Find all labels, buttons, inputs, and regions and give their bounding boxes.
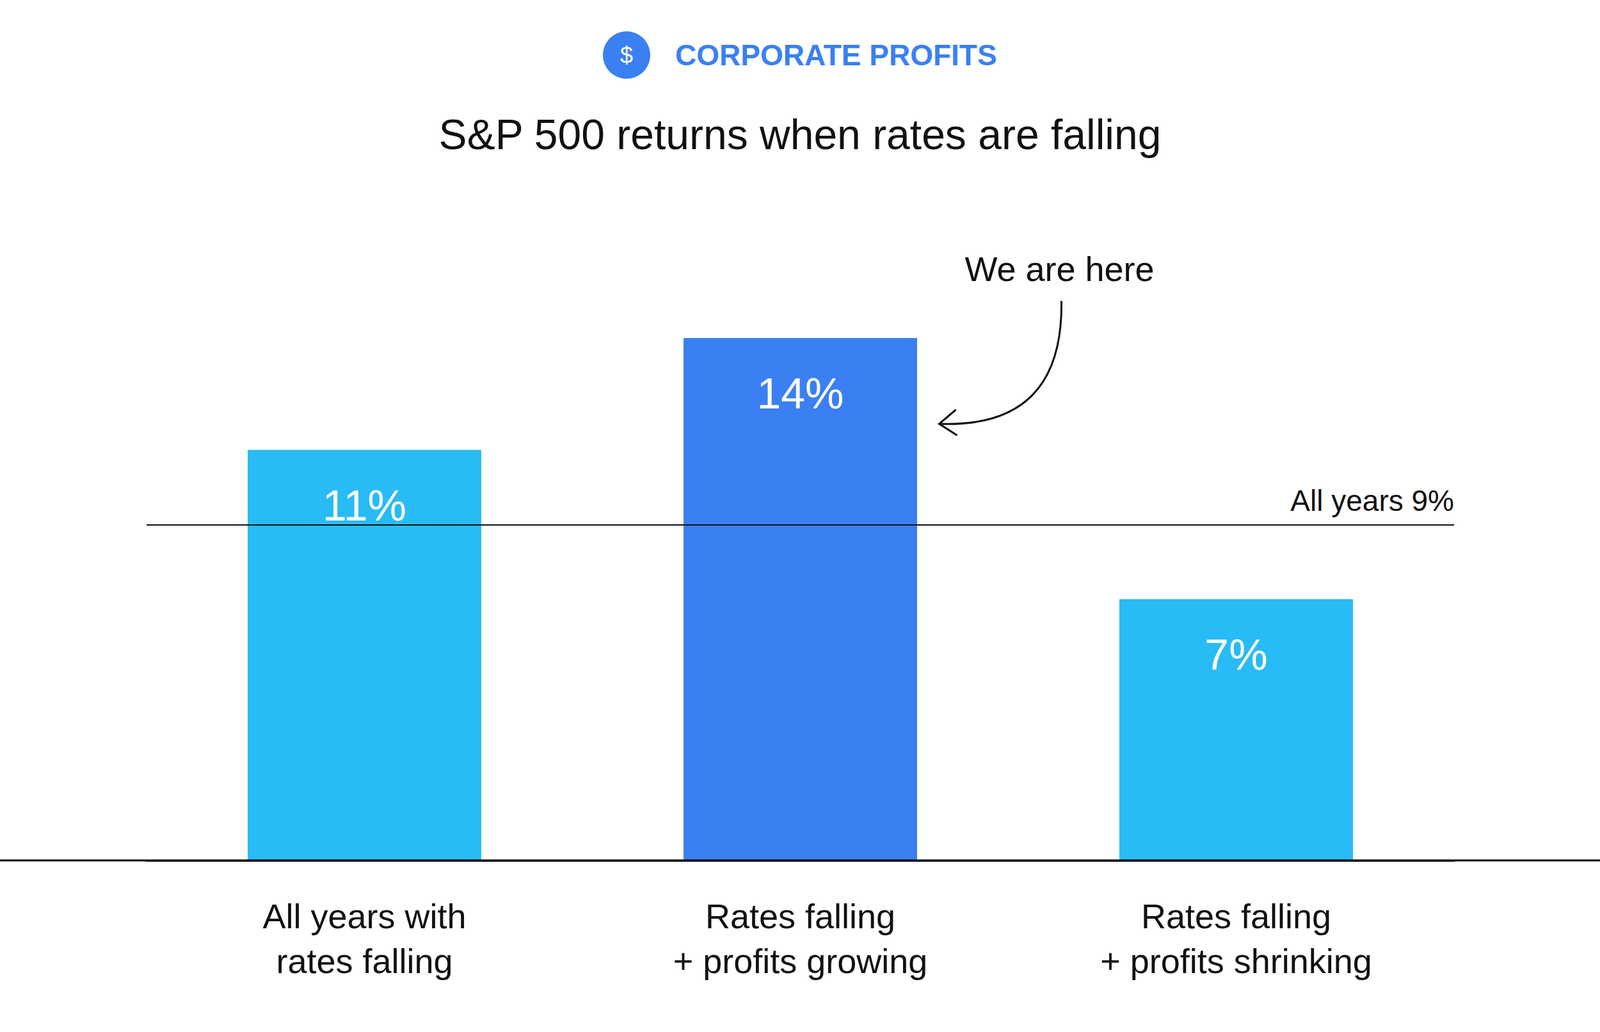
- svg-text:CORPORATE PROFITS: CORPORATE PROFITS: [675, 38, 998, 72]
- svg-text:Rates falling: Rates falling: [705, 896, 896, 936]
- svg-text:Rates falling: Rates falling: [1141, 896, 1332, 936]
- svg-text:7%: 7%: [1204, 629, 1268, 679]
- svg-text:We are here: We are here: [964, 249, 1154, 288]
- svg-text:rates falling: rates falling: [275, 941, 453, 980]
- svg-text:All years with: All years with: [262, 896, 466, 936]
- svg-text:S&P 500 returns when rates are: S&P 500 returns when rates are falling: [439, 110, 1162, 159]
- svg-text:All years 9%: All years 9%: [1290, 483, 1455, 518]
- svg-text:$: $: [620, 42, 633, 69]
- svg-text:14%: 14%: [756, 368, 844, 418]
- svg-text:+ profits shrinking: + profits shrinking: [1100, 941, 1373, 980]
- svg-text:11%: 11%: [322, 480, 407, 530]
- svg-text:+ profits growing: + profits growing: [673, 941, 928, 980]
